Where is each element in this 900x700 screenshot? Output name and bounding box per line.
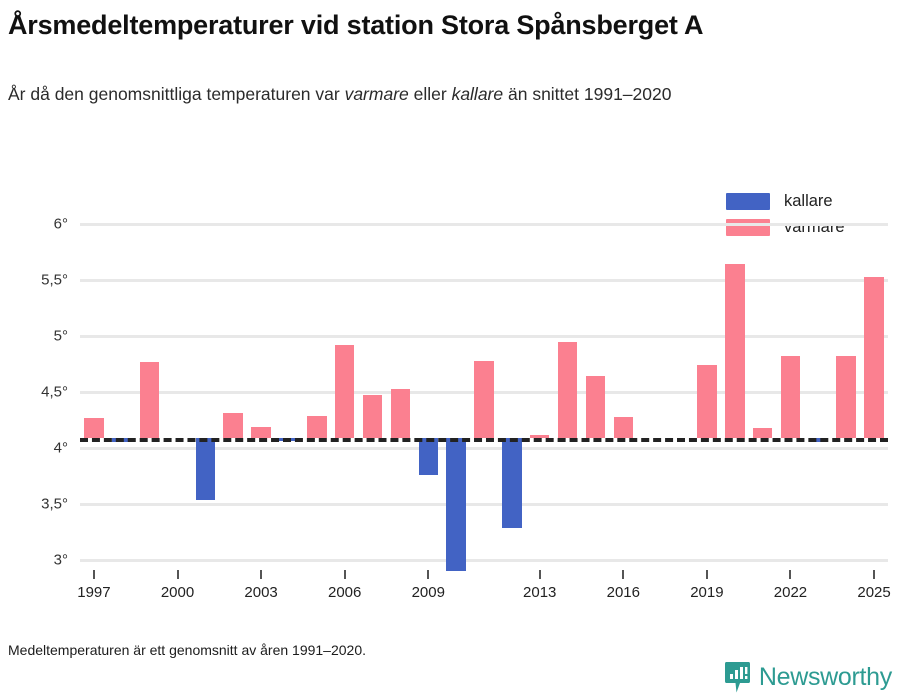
y-axis-tick-label: 3°	[53, 551, 68, 569]
bar-2011[interactable]	[474, 360, 494, 438]
x-axis-tick	[705, 570, 708, 579]
chart-footnote: Medeltemperaturen är ett genomsnitt av å…	[8, 642, 367, 658]
x-axis-tick-label: 2016	[606, 584, 640, 601]
bar-2001[interactable]	[195, 437, 216, 500]
bar-2003[interactable]	[251, 426, 271, 438]
plot-region	[80, 222, 888, 572]
legend-label: varmare	[784, 217, 845, 236]
bar-2025[interactable]	[864, 276, 884, 438]
bar-2014[interactable]	[557, 341, 578, 438]
brand-name: Newsworthy	[758, 663, 892, 691]
bar-2009[interactable]	[418, 437, 439, 475]
subtitle-emphasis-kallare: kallare	[451, 84, 504, 104]
average-reference-line	[80, 437, 888, 442]
bar-2008[interactable]	[390, 388, 411, 438]
bar-2002[interactable]	[223, 413, 243, 438]
x-axis-tick-label: 2009	[411, 584, 445, 601]
x-axis-tick-label: 2022	[773, 584, 808, 601]
y-axis-tick-label: 4°	[53, 439, 68, 457]
legend-item-kallare[interactable]: kallare	[726, 188, 896, 214]
newsworthy-brand[interactable]: Newsworthy	[724, 661, 892, 694]
gridline	[80, 502, 888, 506]
bar-2024[interactable]	[836, 356, 856, 438]
chart-area: kallare varmare 3° 3,5° 4° 4,5° 5° 5,5° 6° 1997…	[0, 170, 900, 630]
bar-2006[interactable]	[334, 344, 355, 438]
bar-2022[interactable]	[780, 356, 801, 438]
x-axis-tick	[260, 570, 263, 579]
bar-2010[interactable]	[446, 437, 466, 572]
gridline	[80, 334, 888, 338]
bar-1997[interactable]	[84, 417, 104, 438]
subtitle-text-3: än snittet 1991–2020	[503, 84, 672, 104]
x-axis-tick	[427, 570, 430, 579]
x-axis-tick	[538, 570, 541, 579]
y-axis-tick-label: 6°	[53, 215, 68, 233]
x-axis-tick	[622, 570, 625, 579]
legend-swatch-icon	[726, 192, 770, 210]
x-axis-tick-label: 2013	[523, 584, 557, 601]
x-axis-tick	[873, 570, 876, 579]
bar-2012[interactable]	[502, 437, 522, 528]
page-title: Årsmedeltemperaturer vid station Stora S…	[8, 10, 704, 40]
gridline	[80, 222, 888, 226]
bar-2007[interactable]	[362, 395, 383, 438]
x-axis-tick	[92, 570, 95, 579]
y-axis-tick-label: 3,5°	[41, 495, 68, 513]
subtitle-emphasis-varmare: varmare	[344, 84, 409, 104]
x-axis-tick-label: 2019	[690, 584, 724, 601]
bar-2013[interactable]	[529, 434, 550, 438]
y-axis-tick-label: 4,5°	[41, 383, 68, 401]
x-axis-tick	[789, 570, 792, 579]
x-axis-tick-label: 2006	[328, 584, 362, 601]
gridline	[80, 446, 888, 450]
bar-2021[interactable]	[752, 427, 773, 438]
x-axis-tick	[176, 570, 179, 579]
legend-label: kallare	[784, 191, 833, 210]
x-axis-tick-label: 2003	[244, 584, 278, 601]
x-axis-tick-label: 1997	[77, 584, 111, 601]
y-axis-tick-label: 5°	[53, 327, 68, 345]
bar-2005[interactable]	[307, 415, 327, 438]
x-axis-tick-label: 2025	[857, 584, 891, 601]
gridline	[80, 278, 888, 282]
y-axis-tick-label: 5,5°	[41, 271, 68, 289]
subtitle-text-1: År då den genomsnittliga temperaturen va…	[8, 84, 345, 104]
bar-2016[interactable]	[613, 416, 634, 438]
x-axis-tick-label: 2000	[160, 584, 195, 601]
subtitle-text-2: eller	[408, 84, 452, 104]
chart-subtitle: År då den genomsnittliga temperaturen va…	[8, 80, 868, 109]
chart-legend: kallare varmare	[726, 188, 896, 240]
gridline	[80, 558, 888, 562]
bar-2015[interactable]	[585, 376, 606, 438]
x-axis-tick	[343, 570, 346, 579]
bar-2019[interactable]	[697, 365, 717, 438]
newsworthy-bubble-chart-icon	[724, 662, 750, 693]
bar-1999[interactable]	[139, 361, 160, 438]
bar-2020[interactable]	[725, 264, 745, 438]
